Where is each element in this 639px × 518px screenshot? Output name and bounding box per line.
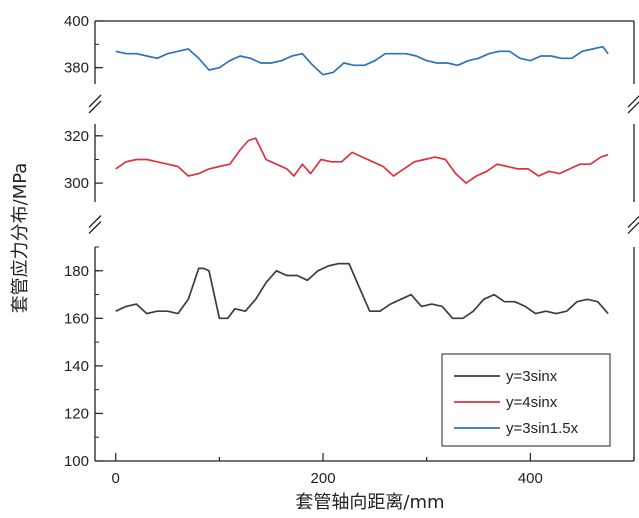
y-tick-label: 380 <box>64 60 89 77</box>
y-tick-label: 140 <box>64 358 89 375</box>
legend-label-0: y=3sinx <box>506 368 558 385</box>
series-line-0 <box>115 262 609 320</box>
x-tick-label: 0 <box>112 470 120 487</box>
legend: y=3sinx y=4sinx y=3sin1.5x <box>441 353 611 447</box>
y-tick-label: 320 <box>64 128 89 145</box>
axis-break-marks <box>88 94 639 234</box>
legend-box <box>441 353 611 447</box>
y-tick-label: 100 <box>64 453 89 470</box>
plot-frame <box>94 20 635 462</box>
y-tick-label: 180 <box>64 263 89 280</box>
x-tick-label: 400 <box>518 470 543 487</box>
break-mark-1-0 <box>88 94 102 114</box>
break-mark-1-1 <box>627 95 639 114</box>
y-tick-label: 120 <box>64 405 89 422</box>
series-line-2 <box>115 45 609 76</box>
y-axis-label: 套管应力分布/MPa <box>10 163 31 314</box>
series-lines <box>115 45 609 320</box>
x-axis-label: 套管轴向距离/mm <box>295 492 444 513</box>
legend-label-2: y=3sin1.5x <box>506 420 579 437</box>
y-tick-label: 400 <box>64 13 89 30</box>
axis-ticks: 100 120 140 160 180 300 320 380 400 0 200 400 <box>64 13 635 487</box>
y-tick-label: 160 <box>64 310 89 327</box>
break-mark-0-0 <box>88 215 102 234</box>
series-line-1 <box>115 137 609 184</box>
x-tick-label: 200 <box>311 470 336 487</box>
legend-label-1: y=4sinx <box>506 394 558 411</box>
break-mark-0-1 <box>627 215 639 234</box>
y-tick-label: 300 <box>64 175 89 192</box>
